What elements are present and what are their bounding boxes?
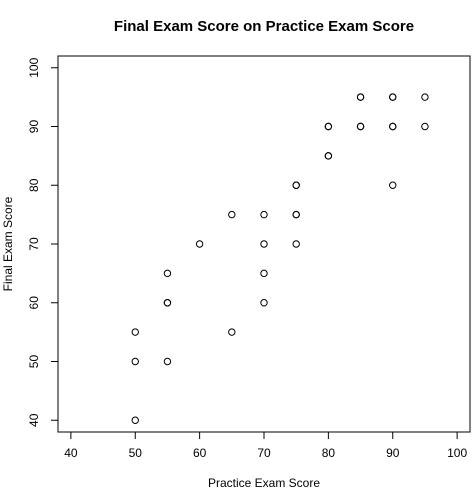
y-tick-label: 90 (27, 120, 41, 134)
data-points (131, 93, 429, 424)
data-point (260, 299, 268, 307)
data-point (389, 93, 397, 101)
data-point (356, 93, 365, 101)
data-point (131, 357, 139, 366)
chart-title: Final Exam Score on Practice Exam Score (114, 18, 414, 35)
y-tick-label: 50 (27, 355, 41, 369)
data-point (324, 122, 333, 131)
data-point (292, 240, 300, 248)
x-tick-label: 80 (322, 446, 336, 460)
data-point (260, 269, 268, 278)
x-axis-label: Practice Exam Score (208, 476, 320, 490)
data-point (421, 122, 429, 131)
y-tick-label: 60 (27, 296, 41, 310)
x-tick-label: 40 (64, 446, 78, 460)
y-tick-label: 100 (27, 57, 41, 77)
data-point (260, 240, 268, 248)
y-tick-label: 70 (27, 237, 41, 251)
data-point (131, 328, 139, 336)
x-tick-label: 90 (386, 446, 400, 460)
data-point (260, 210, 268, 219)
data-point (228, 210, 236, 219)
data-point (228, 328, 236, 336)
data-point (131, 416, 139, 424)
data-point (195, 240, 204, 248)
y-tick-label: 80 (27, 178, 41, 192)
y-axis: 40 50 60 70 80 90 100 (27, 57, 58, 427)
y-tick-label: 40 (27, 413, 41, 427)
y-axis-label: Final Exam Score (1, 196, 15, 291)
x-tick-label: 70 (257, 446, 271, 460)
plot-area-frame (57, 55, 471, 433)
data-point (324, 152, 333, 160)
data-point (356, 122, 365, 131)
x-axis: 40 50 60 70 80 90 100 (64, 432, 467, 460)
data-point (292, 181, 300, 189)
data-point (292, 210, 300, 219)
data-point (389, 122, 397, 131)
x-tick-label: 100 (447, 446, 467, 460)
data-point (163, 357, 172, 366)
data-point (421, 93, 429, 101)
data-point (163, 299, 172, 307)
x-tick-label: 50 (129, 446, 143, 460)
data-point (163, 269, 172, 278)
x-tick-label: 60 (193, 446, 207, 460)
data-point (389, 181, 397, 189)
